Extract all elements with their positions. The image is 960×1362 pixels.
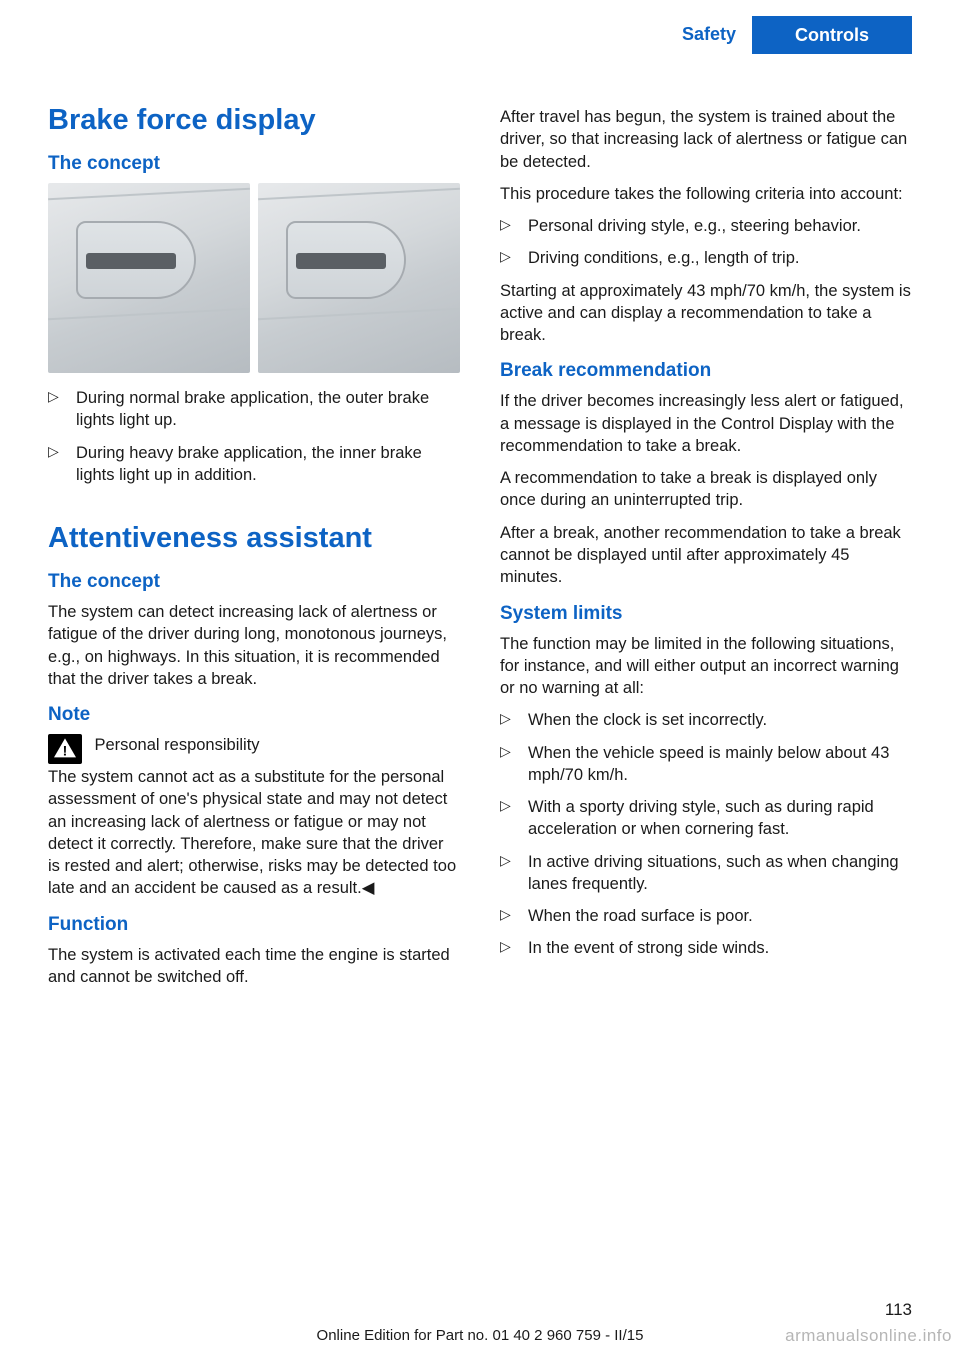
function-body: The system is activated each time the en… [48, 944, 460, 989]
subheading-the-concept-2: The concept [48, 571, 460, 593]
break-paragraph-2: A recommendation to take a break is disp… [500, 467, 912, 512]
subheading-function: Function [48, 914, 460, 936]
content-columns: Brake force display The concept During n… [48, 80, 912, 998]
page: Safety Controls Brake force display The … [0, 0, 960, 1362]
watermark: armanualsonline.info [785, 1326, 952, 1346]
list-item: During normal brake application, the out… [48, 387, 460, 432]
right-column: After travel has begun, the system is tr… [500, 80, 912, 998]
header-safety-label: Safety [682, 24, 736, 45]
left-column: Brake force display The concept During n… [48, 80, 460, 998]
section-title-attentiveness: Attentiveness assistant [48, 522, 460, 555]
list-item: When the clock is set incorrectly. [500, 709, 912, 731]
brake-bullet-list: During normal brake application, the out… [48, 387, 460, 486]
break-paragraph-1: If the driver becomes increasingly less … [500, 390, 912, 457]
brake-light-image-left [48, 183, 250, 373]
intro-paragraph-2: This procedure takes the following crite… [500, 183, 912, 205]
intro-paragraph-1: After travel has begun, the system is tr… [500, 106, 912, 173]
subheading-note: Note [48, 704, 460, 726]
break-paragraph-3: After a break, another recommendation to… [500, 522, 912, 589]
figure-body-line [258, 188, 460, 201]
taillight-icon [286, 221, 406, 299]
list-item: With a sporty driving style, such as dur… [500, 796, 912, 841]
figure-body-line [48, 188, 250, 201]
criteria-list: Personal driving style, e.g., steering b… [500, 215, 912, 270]
figure-body-line [258, 308, 460, 321]
list-item: Personal driving style, e.g., steering b… [500, 215, 912, 237]
subheading-break-recommendation: Break recommendation [500, 360, 912, 382]
note-block: Personal responsibility The system canno… [48, 734, 460, 900]
limits-intro: The function may be limited in the follo… [500, 633, 912, 700]
list-item: In active driving situations, such as wh… [500, 851, 912, 896]
intro-paragraph-3: Starting at approximately 43 mph/70 km/h… [500, 280, 912, 347]
subheading-the-concept-1: The concept [48, 153, 460, 175]
limits-list: When the clock is set incorrectly. When … [500, 709, 912, 959]
list-item: When the vehicle speed is mainly below a… [500, 742, 912, 787]
list-item: Driving conditions, e.g., length of trip… [500, 247, 912, 269]
list-item: During heavy brake application, the inne… [48, 442, 460, 487]
brake-light-image-right [258, 183, 460, 373]
header: Safety Controls [0, 0, 960, 58]
note-body: The system cannot act as a substitute fo… [48, 766, 460, 900]
concept-body: The system can detect increasing lack of… [48, 601, 460, 690]
brake-light-figure [48, 183, 460, 373]
list-item: In the event of strong side winds. [500, 937, 912, 959]
warning-icon [48, 734, 82, 764]
header-controls-box: Controls [752, 16, 912, 54]
taillight-icon [76, 221, 196, 299]
section-title-brake-force: Brake force display [48, 104, 460, 137]
list-item: When the road surface is poor. [500, 905, 912, 927]
subheading-system-limits: System limits [500, 603, 912, 625]
header-controls-label: Controls [795, 25, 869, 46]
page-number: 113 [885, 1300, 912, 1320]
note-title: Personal responsibility [94, 736, 259, 754]
figure-body-line [48, 308, 250, 321]
